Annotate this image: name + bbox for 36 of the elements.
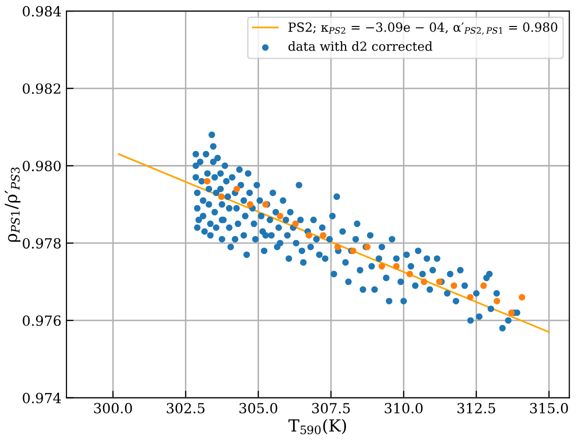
x-axis-title: T$_{590}$(K) [288, 418, 346, 434]
point [406, 270, 414, 278]
y-tick-label: 0.980 [22, 160, 61, 172]
y-tick-label: 0.978 [22, 238, 61, 249]
point [276, 212, 284, 220]
y-axis-title: ρ$_{PS1}$/ρ′$_{PS3}$ [4, 167, 20, 242]
point [334, 244, 341, 250]
point [518, 294, 526, 300]
point [218, 193, 225, 200]
x-tick-label: 315.0 [530, 402, 568, 414]
point [466, 294, 474, 300]
y-tick-label: 0.974 [22, 392, 61, 404]
point [306, 232, 312, 239]
legend-label: data with d2 corrected [288, 41, 432, 51]
x-tick-label: 312.5 [457, 402, 496, 414]
point [378, 263, 386, 270]
point [508, 309, 515, 316]
y-tick-label: 0.984 [22, 6, 61, 17]
y-tick-label: 0.982 [22, 83, 60, 94]
point [393, 263, 400, 270]
point [450, 282, 458, 289]
point [246, 201, 254, 208]
point [292, 220, 299, 228]
x-tick-label: 307.5 [312, 402, 350, 414]
x-tick-label: 300.0 [94, 402, 132, 414]
x-tick-label: 302.5 [166, 402, 204, 414]
point [480, 282, 487, 289]
point [320, 232, 326, 239]
legend-label: PS2; κ$_{PS2}$ = −3.09e − 04, α′$_{PS2,PS1}$ = 0.980 [288, 22, 558, 35]
point [494, 298, 500, 304]
point [420, 278, 428, 286]
point [204, 178, 210, 184]
x-tick-label: 305.0 [239, 402, 278, 414]
point [234, 186, 240, 192]
y-tick-label: 0.976 [22, 315, 61, 326]
x-tick-label: 310.0 [384, 402, 423, 414]
